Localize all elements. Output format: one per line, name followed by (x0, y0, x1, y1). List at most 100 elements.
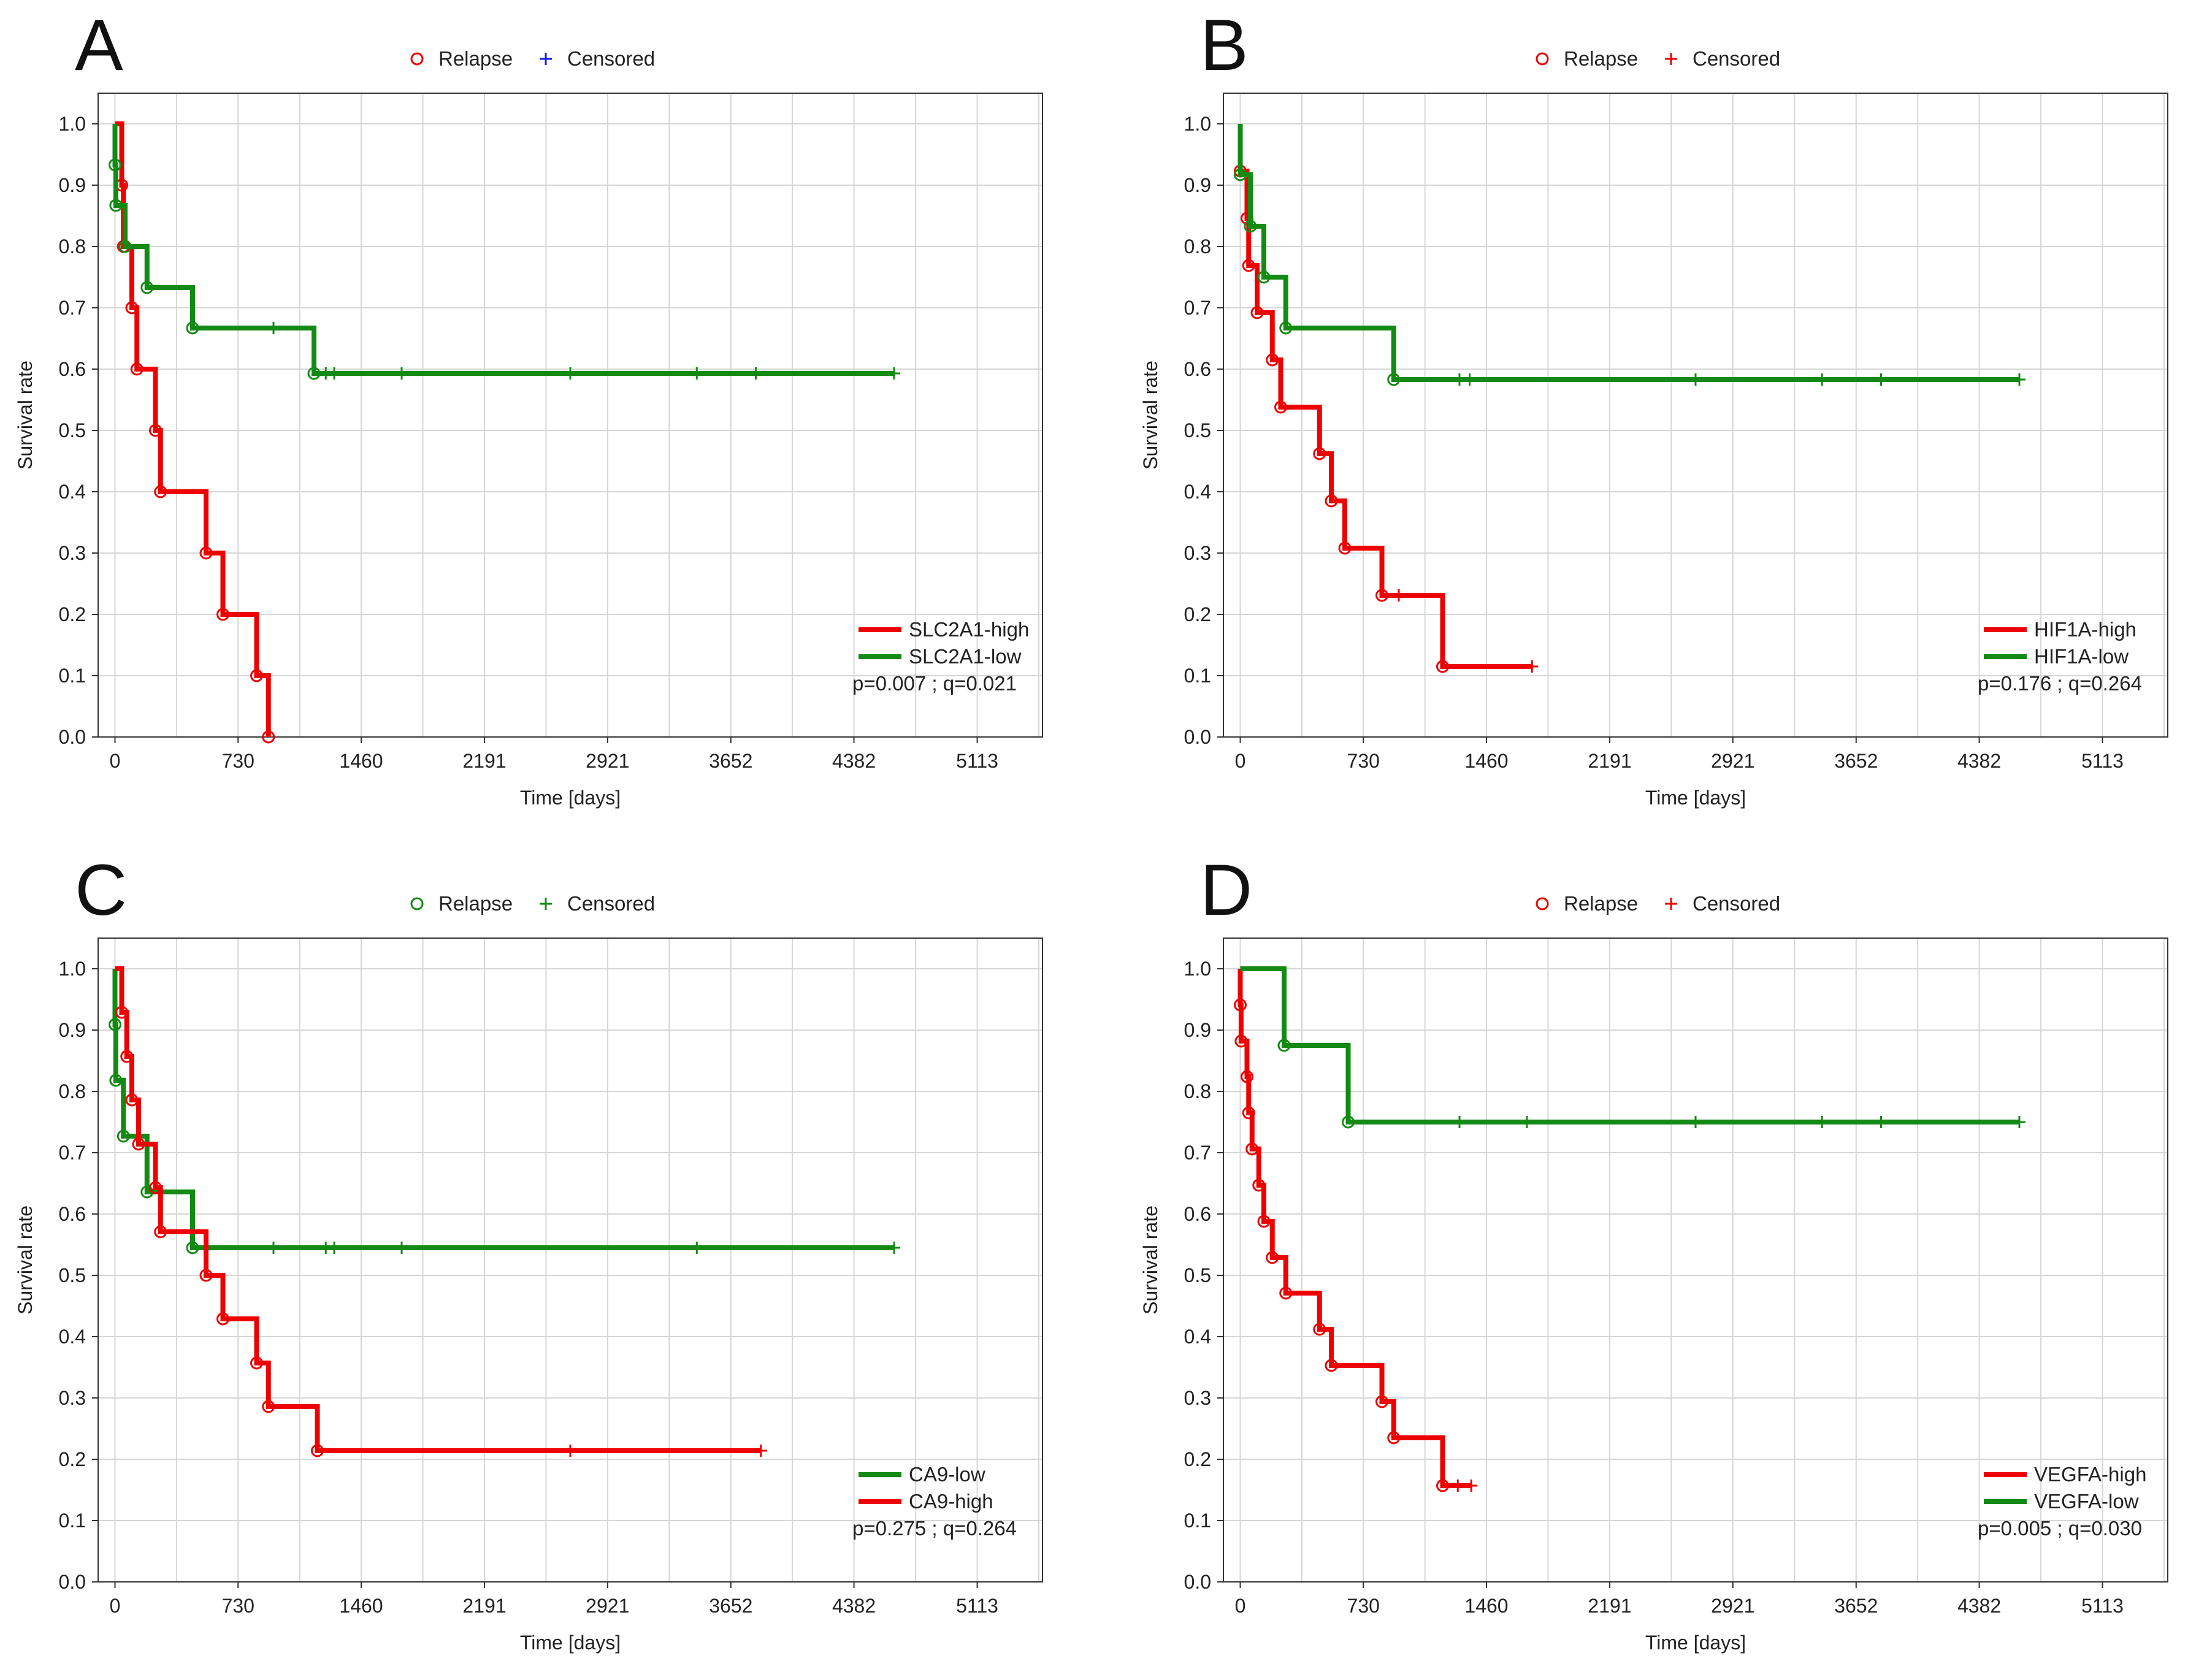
censored-marker (888, 367, 900, 380)
y-tick-label: 0.7 (1184, 1142, 1211, 1164)
relapse-marker (1244, 220, 1257, 233)
relapse-legend-icon (1536, 52, 1549, 66)
relapse-marker (1274, 400, 1287, 414)
censored-marker (267, 1242, 280, 1254)
survival-curve (112, 969, 894, 1250)
censored-marker (2013, 1116, 2025, 1128)
x-axis-title: Time [days] (520, 1632, 621, 1654)
censored-marker (1689, 1116, 1702, 1128)
gridlines (98, 938, 1042, 1582)
x-tick-label: 3652 (709, 1595, 752, 1617)
censored-marker (690, 1242, 703, 1254)
y-tick-label: 0.2 (59, 603, 86, 625)
top-legend: Relapse Censored (1536, 47, 1780, 70)
top-legend-label: Relapse (438, 47, 513, 70)
y-tick-label: 1.0 (1184, 958, 1211, 980)
y-tick-label: 0.0 (1184, 1571, 1211, 1593)
y-tick-label: 0.2 (1184, 1448, 1211, 1470)
relapse-marker (186, 1241, 199, 1254)
relapse-marker (149, 424, 162, 437)
y-tick-label: 0.8 (59, 1080, 86, 1102)
relapse-marker (1338, 541, 1352, 555)
panel-a: A 0 730 1460 2191 2921 3652 4382 5113 0.0 0.1 0.2 0.… (14, 5, 1043, 809)
y-tick-label: 0.1 (1184, 665, 1211, 687)
relapse-marker (117, 1129, 130, 1143)
relapse-marker (1313, 447, 1326, 460)
panel-letter: A (75, 5, 123, 86)
censored-marker (328, 367, 340, 380)
y-tick-label: 1.0 (59, 113, 86, 135)
censored-marker (1521, 1116, 1533, 1128)
stats-label: p=0.176 ; q=0.264 (1978, 672, 2142, 695)
censored-marker (690, 367, 703, 380)
x-tick-label: 0 (110, 1595, 121, 1617)
x-tick-label: 0 (110, 750, 121, 772)
y-tick-label: 0.7 (59, 297, 86, 319)
censored-marker (1393, 589, 1405, 601)
relapse-marker (1241, 1070, 1253, 1083)
top-legend: Relapse Censored (1536, 892, 1780, 915)
survival-curve (1240, 966, 2019, 1124)
y-tick-label: 1.0 (1184, 113, 1211, 135)
relapse-marker (1325, 1359, 1338, 1372)
relapse-marker (1313, 1323, 1326, 1336)
censored-marker (1816, 1116, 1829, 1128)
censored-marker (1453, 1116, 1466, 1128)
x-tick-label: 3652 (1834, 1595, 1878, 1617)
series-legend: SLC2A1-high SLC2A1-low p=0.007 ; q=0.021 (852, 618, 1029, 695)
relapse-marker (1242, 1106, 1255, 1120)
y-tick-label: 0.2 (59, 1448, 86, 1470)
censored-marker (1463, 373, 1476, 386)
top-legend: Relapse Censored (410, 47, 655, 70)
relapse-legend-icon (1536, 897, 1549, 911)
y-tick-label: 0.9 (1184, 174, 1211, 196)
legend-label: SLC2A1-high (909, 618, 1029, 641)
censored-marker (396, 367, 408, 380)
y-tick-label: 0.9 (59, 1019, 86, 1041)
y-axis-title: Survival rate (14, 1205, 36, 1315)
series-slc2a1-low (109, 124, 900, 380)
y-tick-label: 0.1 (1184, 1510, 1211, 1532)
relapse-marker (186, 321, 199, 335)
x-tick-label: 2921 (1711, 750, 1754, 772)
relapse-marker (216, 1312, 229, 1326)
legend-label: CA9-low (909, 1463, 985, 1486)
relapse-marker (262, 730, 275, 744)
censored-legend-icon (1665, 898, 1677, 910)
series-hif1a-high (1234, 164, 1539, 673)
relapse-marker (109, 1074, 123, 1087)
relapse-marker (1279, 1286, 1293, 1300)
stats-label: p=0.275 ; q=0.264 (852, 1517, 1017, 1540)
relapse-marker (120, 1050, 134, 1063)
y-tick-label: 0.5 (59, 1264, 86, 1286)
x-tick-label: 5113 (956, 1595, 998, 1617)
y-tick-label: 0.6 (1184, 358, 1211, 380)
relapse-marker (1234, 1034, 1248, 1048)
x-tick-label: 4382 (832, 1595, 876, 1617)
x-axis-title: Time [days] (1645, 1632, 1746, 1654)
legend-label: VEGFA-low (2034, 1490, 2139, 1513)
relapse-marker (109, 1018, 121, 1031)
panel-b: B 0 730 1460 2191 2921 3652 4382 5113 0.0 0.1 0.2 0.… (1139, 5, 2168, 809)
y-tick-label: 0.5 (59, 419, 86, 441)
relapse-marker (1242, 259, 1255, 272)
y-tick-label: 0.6 (59, 1203, 86, 1225)
plot-frame (1223, 93, 2168, 738)
relapse-marker (1375, 1395, 1388, 1408)
y-tick-label: 0.9 (59, 174, 86, 196)
series-vegfa-high (1234, 969, 1478, 1492)
relapse-marker (1266, 1251, 1279, 1264)
censored-marker (1875, 1116, 1888, 1128)
y-tick-label: 0.5 (1184, 1264, 1211, 1286)
y-tick-label: 0.3 (59, 542, 86, 564)
panel-letter: B (1200, 5, 1249, 86)
y-tick-label: 0.3 (1184, 542, 1211, 564)
x-tick-label: 730 (1347, 1595, 1380, 1617)
relapse-marker (1279, 321, 1293, 335)
plot-frame (98, 937, 1043, 1583)
x-tick-label: 2921 (586, 750, 629, 772)
relapse-marker (1436, 660, 1449, 673)
x-tick-label: 4382 (1957, 750, 2001, 772)
survival-curve (115, 966, 761, 1453)
y-tick-label: 0.4 (1184, 481, 1211, 503)
